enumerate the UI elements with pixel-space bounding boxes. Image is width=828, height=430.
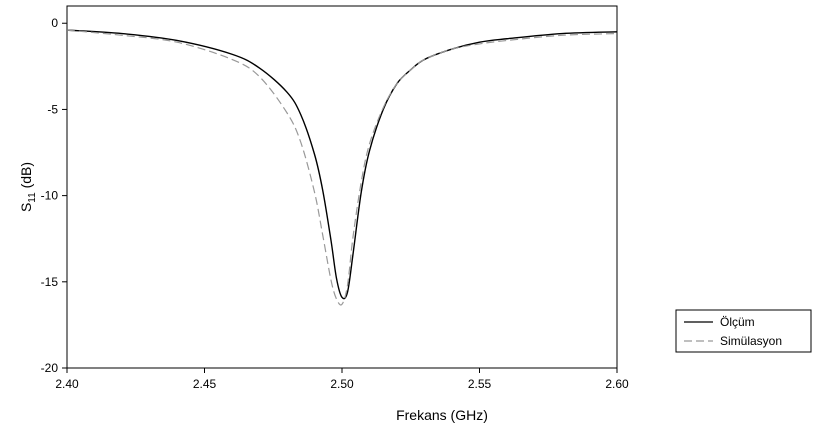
y-tick-label: -5 bbox=[47, 102, 58, 116]
plot-frame bbox=[66, 5, 618, 369]
y-axis-title: S11 (dB) bbox=[18, 162, 38, 212]
series-line-olcum bbox=[66, 29, 618, 300]
x-tick-label: 2.40 bbox=[55, 377, 79, 391]
x-tick-label: 2.50 bbox=[330, 377, 354, 391]
legend-label-simulasyon: Simülasyon bbox=[720, 334, 782, 348]
x-tick-label: 2.60 bbox=[605, 377, 629, 391]
x-axis-ticks: 2.40 2.45 2.50 2.55 2.60 bbox=[55, 368, 629, 391]
y-axis-ticks: 0 -5 -10 -15 -20 bbox=[41, 16, 67, 375]
x-tick-label: 2.45 bbox=[193, 377, 217, 391]
x-tick-label: 2.55 bbox=[468, 377, 492, 391]
x-axis-title: Frekans (GHz) bbox=[396, 407, 488, 423]
legend-box bbox=[675, 309, 812, 353]
y-tick-label: -15 bbox=[41, 275, 59, 289]
y-tick-label: 0 bbox=[51, 16, 58, 30]
series-lines bbox=[66, 29, 618, 306]
y-axis-title-unit: (dB) bbox=[18, 162, 34, 192]
legend: Ölçüm Simülasyon bbox=[675, 309, 812, 353]
y-tick-label: -10 bbox=[41, 189, 59, 203]
legend-label-olcum: Ölçüm bbox=[720, 315, 755, 329]
y-tick-label: -20 bbox=[41, 361, 59, 375]
y-axis-title-subscript: 11 bbox=[27, 192, 38, 203]
y-axis-title-main: S bbox=[18, 203, 34, 212]
series-line-simulasyon bbox=[66, 29, 618, 306]
